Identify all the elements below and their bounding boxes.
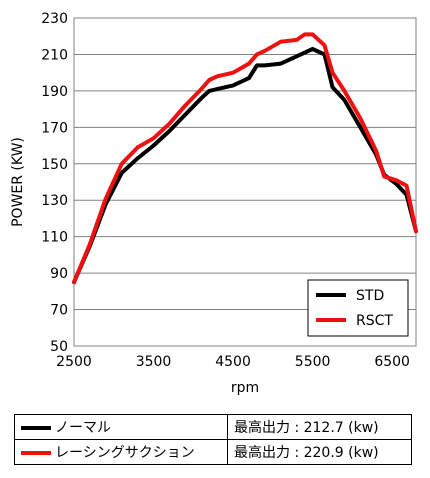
row-label-normal: ノーマル (55, 420, 111, 436)
x-tick-label: 6500 (374, 354, 410, 370)
x-axis-title: rpm (231, 380, 259, 396)
plot-frame (73, 17, 417, 347)
swatch-racing-suction (21, 451, 51, 455)
summary-table: ノーマル 最高出力 : 212.7 (kw) レーシングサクション 最高出力 :… (14, 414, 412, 465)
legend-label-rsct: RSCT (356, 313, 393, 329)
y-axis-ticks: 50 70 90 110 130 150 170 190 210 230 (41, 11, 68, 355)
legend-label-std: STD (356, 288, 384, 304)
x-tick-label: 2500 (56, 354, 92, 370)
x-tick-label: 3500 (136, 354, 172, 370)
legend-box (307, 279, 409, 337)
y-tick-label: 90 (50, 266, 68, 282)
power-chart: 50 70 90 110 130 150 170 190 210 230 2500 3500 4500… (10, 11, 418, 396)
table-row: ノーマル 最高出力 : 212.7 (kw) (14, 414, 412, 440)
y-tick-label: 210 (41, 47, 68, 63)
grid-lines (74, 53, 416, 311)
row-label-racing-suction: レーシングサクション (55, 445, 195, 461)
table-cell-value: 最高出力 : 220.9 (kw) (227, 439, 412, 465)
series-lines (72, 32, 418, 285)
swatch-normal (21, 426, 51, 430)
y-tick-label: 70 (50, 303, 68, 319)
y-tick-label: 50 (50, 339, 68, 355)
y-tick-label: 110 (41, 230, 68, 246)
table-cell-value: 最高出力 : 212.7 (kw) (227, 414, 412, 440)
table-cell-name: ノーマル (14, 414, 228, 440)
legend: STD RSCT (307, 279, 409, 337)
series-line-std (72, 47, 418, 285)
table-cell-name: レーシングサクション (14, 439, 228, 465)
x-tick-label: 4500 (215, 354, 251, 370)
series-line-rsct (72, 32, 418, 285)
x-axis-ticks: 2500 3500 4500 5500 6500 (56, 354, 410, 370)
y-tick-label: 170 (41, 120, 68, 136)
y-axis-title: POWER (KW) (10, 137, 26, 227)
x-tick-label: 5500 (295, 354, 331, 370)
y-tick-label: 150 (41, 157, 68, 173)
y-tick-label: 190 (41, 84, 68, 100)
table-row: レーシングサクション 最高出力 : 220.9 (kw) (14, 439, 412, 465)
y-tick-label: 130 (41, 193, 68, 209)
y-tick-label: 230 (41, 11, 68, 27)
